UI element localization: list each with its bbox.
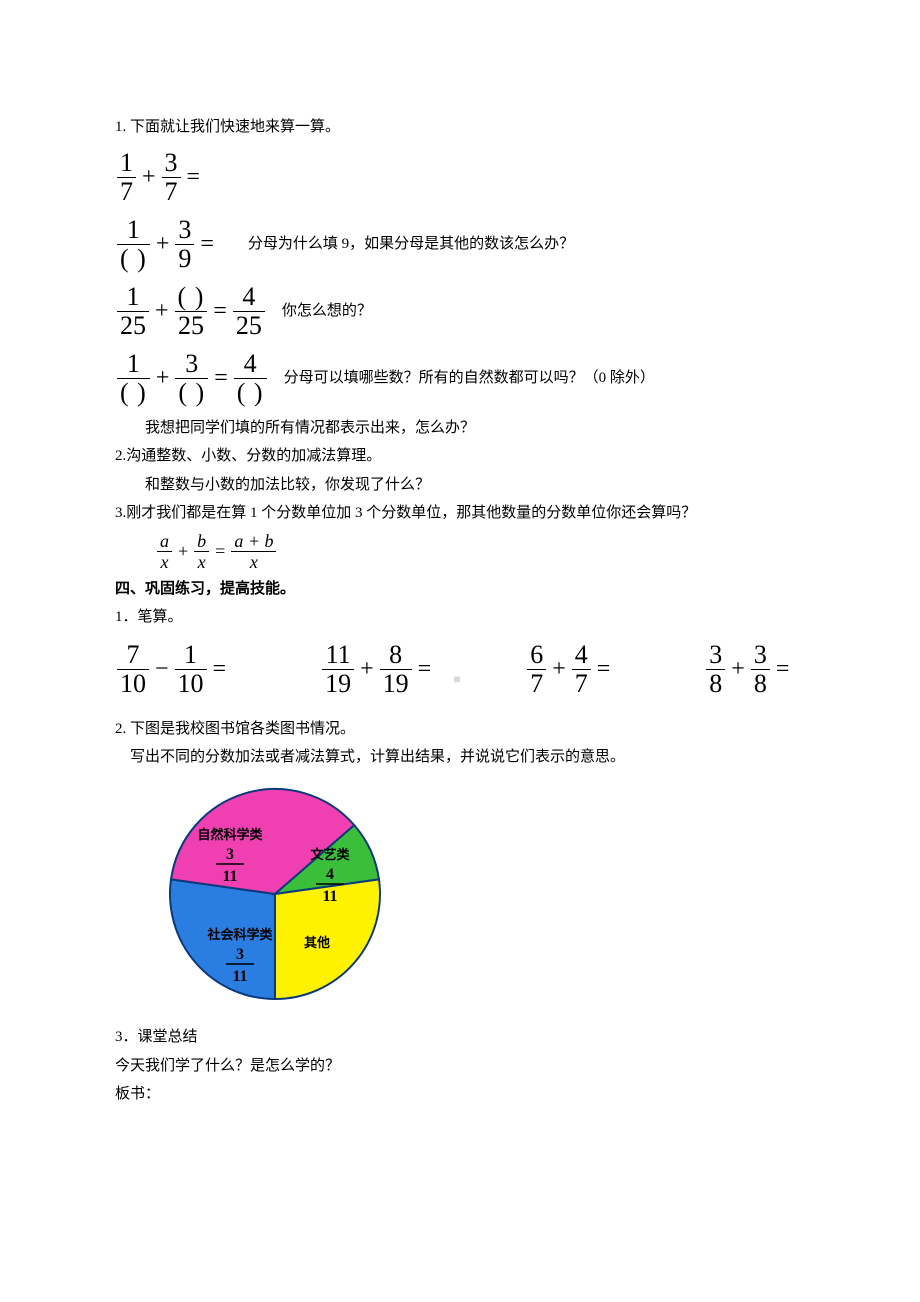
frac-num: 3	[175, 216, 194, 244]
closing-line1: 今天我们学了什么？是怎么学的？	[115, 1055, 805, 1078]
svg-text:3: 3	[226, 846, 234, 863]
q2-line: 和整数与小数的加法比较，你发现了什么？	[115, 474, 805, 497]
q1-row-1: 1( ) + 39 = 分母为什么填 9，如果分母是其他的数该怎么办？	[115, 216, 805, 273]
frac-num-blank: ( )	[175, 283, 208, 311]
frac-den: 8	[706, 670, 725, 698]
frac-num: a	[157, 531, 172, 551]
frac-num: 3	[706, 641, 725, 669]
frac-num: 8	[386, 641, 405, 669]
frac-num: a + b	[231, 531, 276, 551]
minus-op: −	[155, 651, 169, 687]
frac-den-blank: ( )	[117, 379, 150, 407]
svg-text:3: 3	[236, 946, 244, 963]
svg-text:文艺类: 文艺类	[310, 847, 350, 862]
frac-den: 25	[117, 312, 149, 340]
svg-text:4: 4	[326, 866, 334, 883]
plus-op: +	[731, 651, 745, 687]
frac-den: x	[247, 552, 261, 572]
frac-den-blank: ( )	[175, 379, 208, 407]
frac-den: 7	[117, 178, 136, 206]
q3-title: 3.刚才我们都是在算 1 个分数单位加 3 个分数单位，那其他数量的分数单位你还…	[115, 502, 805, 525]
frac-num: 3	[182, 350, 201, 378]
frac-num: 3	[751, 641, 770, 669]
sec4-p1: 1．笔算。	[115, 606, 805, 629]
frac-num: 4	[572, 641, 591, 669]
equals-op: =	[213, 293, 227, 329]
equals-op: =	[187, 159, 201, 195]
q1-row1-note: 分母为什么填 9，如果分母是其他的数该怎么办？	[248, 233, 574, 256]
pie-chart: 自然科学类 3 11 文艺类 4 11 其他 社会科学类 3 11	[145, 779, 805, 1017]
plus-op: +	[155, 293, 169, 329]
plus-op: +	[142, 159, 156, 195]
svg-text:11: 11	[322, 888, 337, 905]
frac-num: 7	[124, 641, 143, 669]
q1-row2-note: 你怎么想的？	[282, 300, 372, 323]
frac-num: 1	[124, 283, 143, 311]
calc-item: 67 + 47 =	[525, 641, 614, 698]
equals-op: =	[200, 226, 214, 262]
frac-den: 25	[233, 312, 265, 340]
frac-den-blank: ( )	[117, 245, 150, 273]
frac-den-blank: ( )	[234, 379, 267, 407]
sec4-p2b: 写出不同的分数加法或者减法算式，计算出结果，并说说它们表示的意思。	[130, 746, 805, 769]
frac-num: 1	[117, 149, 136, 177]
equals-op: =	[213, 651, 227, 687]
plus-op: +	[178, 538, 188, 565]
equals-op: =	[776, 651, 790, 687]
q1-after: 我想把同学们填的所有情况都表示出来，怎么办？	[115, 417, 805, 440]
svg-text:其他: 其他	[304, 935, 330, 950]
frac-den: 19	[380, 670, 412, 698]
svg-text:11: 11	[232, 968, 247, 985]
q1-row-2: 125 + ( )25 = 425 你怎么想的？	[115, 283, 805, 340]
plus-op: +	[360, 651, 374, 687]
frac-den: 9	[175, 245, 194, 273]
q1-row-0: 17 + 37 =	[115, 149, 805, 206]
equals-op: =	[418, 651, 432, 687]
equals-op: =	[215, 538, 225, 565]
q1-row3-note: 分母可以填哪些数？所有的自然数都可以吗？（0 除外）	[284, 367, 655, 390]
frac-den: 10	[175, 670, 207, 698]
frac-num: 6	[527, 641, 546, 669]
frac-den: 7	[527, 670, 546, 698]
frac-den: 19	[322, 670, 354, 698]
frac-num: 4	[241, 350, 260, 378]
plus-op: +	[156, 360, 170, 396]
closing-p3: 3．课堂总结	[115, 1026, 805, 1049]
frac-num: b	[194, 531, 209, 551]
frac-num: 1	[124, 216, 143, 244]
equals-op: =	[597, 651, 611, 687]
q3-formula: ax + bx = a + bx	[155, 531, 805, 572]
frac-den: 7	[162, 178, 181, 206]
frac-num: 11	[323, 641, 354, 669]
q2-title: 2.沟通整数、小数、分数的加减法算理。	[115, 445, 805, 468]
calc-item: 710 − 110 =	[115, 641, 230, 698]
plus-op: +	[156, 226, 170, 262]
frac-den: 8	[751, 670, 770, 698]
frac-den: 7	[572, 670, 591, 698]
frac-num: 3	[162, 149, 181, 177]
frac-den: x	[158, 552, 172, 572]
sec4-heading: 四、巩固练习，提高技能。	[115, 578, 805, 601]
svg-text:自然科学类: 自然科学类	[197, 827, 263, 842]
frac-den: x	[195, 552, 209, 572]
frac-num: 1	[181, 641, 200, 669]
frac-den: 25	[175, 312, 207, 340]
frac-den: 10	[117, 670, 149, 698]
calc-item: 38 + 38 =	[704, 641, 793, 698]
q1-row-3: 1( ) + 3( ) = 4( ) 分母可以填哪些数？所有的自然数都可以吗？（…	[115, 350, 805, 407]
closing-line2: 板书：	[115, 1083, 805, 1106]
frac-num: 4	[239, 283, 258, 311]
svg-text:11: 11	[222, 868, 237, 885]
sec4-p2: 2. 下图是我校图书馆各类图书情况。	[115, 718, 805, 741]
calc-row: 710 − 110 = 1119 + 819 = 67 + 47 = 38 + …	[115, 641, 805, 698]
frac-num: 1	[124, 350, 143, 378]
q1-title: 1. 下面就让我们快速地来算一算。	[115, 116, 805, 139]
svg-text:社会科学类: 社会科学类	[206, 927, 273, 942]
calc-item: 1119 + 819 =	[320, 641, 435, 698]
equals-op: =	[214, 360, 228, 396]
plus-op: +	[552, 651, 566, 687]
